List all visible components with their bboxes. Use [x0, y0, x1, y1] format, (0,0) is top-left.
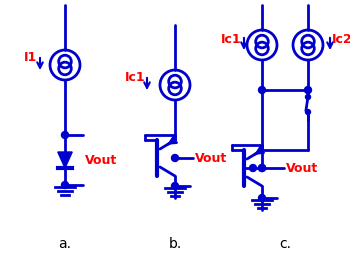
Circle shape — [306, 109, 310, 115]
Circle shape — [250, 164, 257, 171]
Circle shape — [172, 182, 178, 189]
Text: Vout: Vout — [195, 151, 227, 164]
Text: a.: a. — [58, 237, 71, 251]
Circle shape — [304, 87, 312, 94]
Polygon shape — [58, 152, 72, 168]
Circle shape — [259, 164, 266, 171]
Circle shape — [62, 132, 69, 139]
Text: c.: c. — [279, 237, 291, 251]
Text: Vout: Vout — [286, 161, 318, 175]
Circle shape — [172, 154, 178, 161]
Text: Vout: Vout — [85, 153, 117, 167]
Circle shape — [306, 95, 310, 99]
Circle shape — [259, 87, 266, 94]
Text: b.: b. — [168, 237, 182, 251]
Text: I1: I1 — [24, 51, 37, 64]
Circle shape — [259, 164, 266, 171]
Text: Ic2: Ic2 — [332, 33, 350, 46]
Circle shape — [259, 195, 266, 201]
Text: Ic1: Ic1 — [221, 33, 242, 46]
Circle shape — [62, 181, 69, 188]
Text: Ic1: Ic1 — [124, 71, 145, 84]
